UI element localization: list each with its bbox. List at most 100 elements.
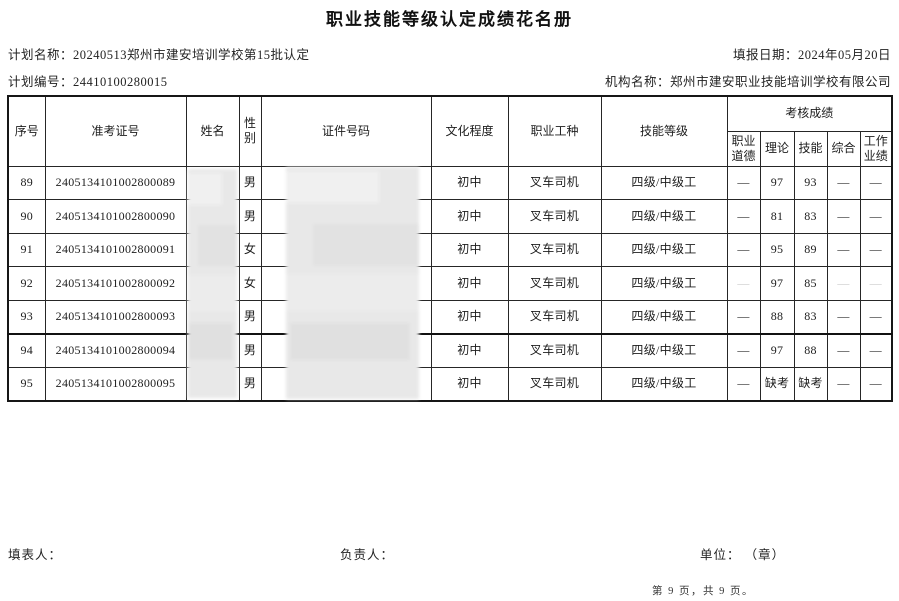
score-cell-theory: 88	[759, 299, 795, 334]
plan-number-value: 24410100280015	[73, 75, 168, 89]
score-cell-comprehensive: —	[826, 299, 861, 334]
education-cell: 初中	[430, 332, 509, 368]
gender-cell: 女	[238, 232, 262, 267]
level-cell: 四级/中级工	[600, 232, 728, 267]
header-name: 姓名	[185, 95, 240, 167]
occupation-cell: 叉车司机	[507, 332, 602, 368]
plan-name: 计划名称：20240513郑州市建安培训学校第15批认定	[8, 44, 310, 63]
meta-line-2: 计划编号：24410100280015 机构名称：郑州市建安职业技能培训学校有限…	[0, 71, 899, 90]
score-cell-comprehensive: —	[826, 332, 861, 368]
occupation-cell: 叉车司机	[507, 299, 602, 334]
score-cell-ethics: —	[726, 299, 761, 334]
score-cell-theory: 95	[759, 232, 795, 267]
score-cell-work: —	[859, 332, 893, 368]
score-cell-work: —	[859, 165, 893, 200]
level-cell: 四级/中级工	[600, 165, 728, 200]
report-date-label: 填报日期：	[732, 48, 798, 62]
education-cell: 初中	[430, 199, 509, 234]
score-cell-theory: 97	[759, 332, 795, 368]
results-table: 序号 准考证号 姓名 性别 证件号码 文化程度 职业工种 技能等级 考核成绩 职…	[7, 95, 894, 402]
redacted-name-column	[188, 169, 237, 398]
gender-cell: 男	[238, 199, 262, 234]
level-cell: 四级/中级工	[600, 299, 728, 334]
score-cell-ethics: —	[726, 165, 761, 200]
score-cell-work: —	[859, 199, 893, 234]
page-indicator: 第 9 页，共 9 页。	[652, 586, 754, 597]
report-date-value: 2024年05月20日	[797, 48, 891, 62]
manager-label: 负责人：	[340, 548, 395, 562]
header-score-group: 考核成绩	[726, 95, 893, 132]
score-cell-skill: 缺考	[793, 366, 828, 401]
level-cell: 四级/中级工	[600, 266, 728, 301]
table-row: 92 2405134101002800092 女初中 叉车司机 四级/中级工 —97 85—…	[7, 266, 893, 301]
org-name-value: 郑州市建安职业技能培训学校有限公司	[669, 75, 891, 89]
score-cell-skill: 83	[793, 299, 828, 334]
gender-cell: 女	[238, 266, 262, 301]
level-cell: 四级/中级工	[600, 332, 728, 368]
header-education: 文化程度	[430, 95, 509, 167]
score-cell-theory: 81	[759, 199, 795, 234]
occupation-cell: 叉车司机	[507, 232, 602, 267]
header-score-comprehensive: 综合	[826, 130, 861, 167]
org-name: 机构名称：郑州市建安职业技能培训学校有限公司	[605, 71, 891, 90]
table-row: 93 2405134101002800093 男初中 叉车司机 四级/中级工 —88 83—…	[7, 299, 893, 334]
seq-cell: 95	[7, 366, 46, 401]
header-id-number: 证件号码	[260, 95, 432, 167]
score-cell-comprehensive: —	[826, 266, 861, 301]
score-cell-work: —	[859, 366, 893, 401]
score-cell-work: —	[859, 232, 893, 267]
score-cell-ethics: —	[726, 266, 761, 301]
table-row: 90 2405134101002800090 男初中 叉车司机 四级/中级工 —81 83—…	[7, 199, 893, 234]
table-row: 94 2405134101002800094 男初中 叉车司机 四级/中级工 —97 88—…	[7, 332, 893, 368]
score-cell-theory: 97	[759, 165, 795, 200]
results-table-body: 89 2405134101002800089 男初中 叉车司机 四级/中级工 —97 93—…	[7, 165, 893, 401]
ticket-cell: 2405134101002800093	[44, 299, 187, 334]
seq-cell: 90	[7, 199, 46, 234]
gender-cell: 男	[238, 366, 262, 401]
score-cell-skill: 83	[793, 199, 828, 234]
education-cell: 初中	[430, 232, 509, 267]
ticket-cell: 2405134101002800092	[44, 266, 187, 301]
seq-cell: 93	[7, 299, 46, 334]
education-cell: 初中	[430, 165, 509, 200]
score-cell-ethics: —	[726, 199, 761, 234]
score-cell-skill: 85	[793, 266, 828, 301]
redacted-id-column	[286, 167, 419, 399]
header-seq: 序号	[7, 95, 46, 167]
filler-label: 填表人：	[8, 548, 63, 562]
header-score-ethics: 职业道德	[726, 130, 761, 167]
education-cell: 初中	[430, 366, 509, 401]
header-score-skill: 技能	[793, 130, 828, 167]
ticket-cell: 2405134101002800090	[44, 199, 187, 234]
unit-seal-label: 单位： （章）	[700, 548, 786, 562]
header-gender: 性别	[238, 95, 262, 167]
header-score-theory: 理论	[759, 130, 795, 167]
occupation-cell: 叉车司机	[507, 366, 602, 401]
seq-cell: 89	[7, 165, 46, 200]
plan-number: 计划编号：24410100280015	[8, 71, 168, 90]
plan-name-value: 20240513郑州市建安培训学校第15批认定	[73, 48, 310, 62]
score-cell-comprehensive: —	[826, 366, 861, 401]
header-score-work: 工作业绩	[859, 130, 893, 167]
report-date: 填报日期：2024年05月20日	[733, 44, 891, 63]
occupation-cell: 叉车司机	[507, 199, 602, 234]
score-cell-skill: 89	[793, 232, 828, 267]
gender-cell: 男	[238, 165, 262, 200]
education-cell: 初中	[430, 299, 509, 334]
plan-number-label: 计划编号：	[8, 75, 74, 89]
header-skill-level: 技能等级	[600, 95, 728, 167]
score-cell-ethics: —	[726, 366, 761, 401]
ticket-cell: 2405134101002800095	[44, 366, 187, 401]
seq-cell: 94	[7, 332, 46, 368]
header-occupation: 职业工种	[507, 95, 602, 167]
table-row: 91 2405134101002800091 女初中 叉车司机 四级/中级工 —95 89—…	[7, 232, 893, 267]
gender-cell: 男	[238, 332, 262, 368]
score-cell-comprehensive: —	[826, 199, 861, 234]
score-cell-ethics: —	[726, 332, 761, 368]
level-cell: 四级/中级工	[600, 199, 728, 234]
table-row: 89 2405134101002800089 男初中 叉车司机 四级/中级工 —97 93—…	[7, 165, 893, 200]
occupation-cell: 叉车司机	[507, 266, 602, 301]
plan-name-label: 计划名称：	[8, 48, 74, 62]
gender-cell: 男	[238, 299, 262, 334]
